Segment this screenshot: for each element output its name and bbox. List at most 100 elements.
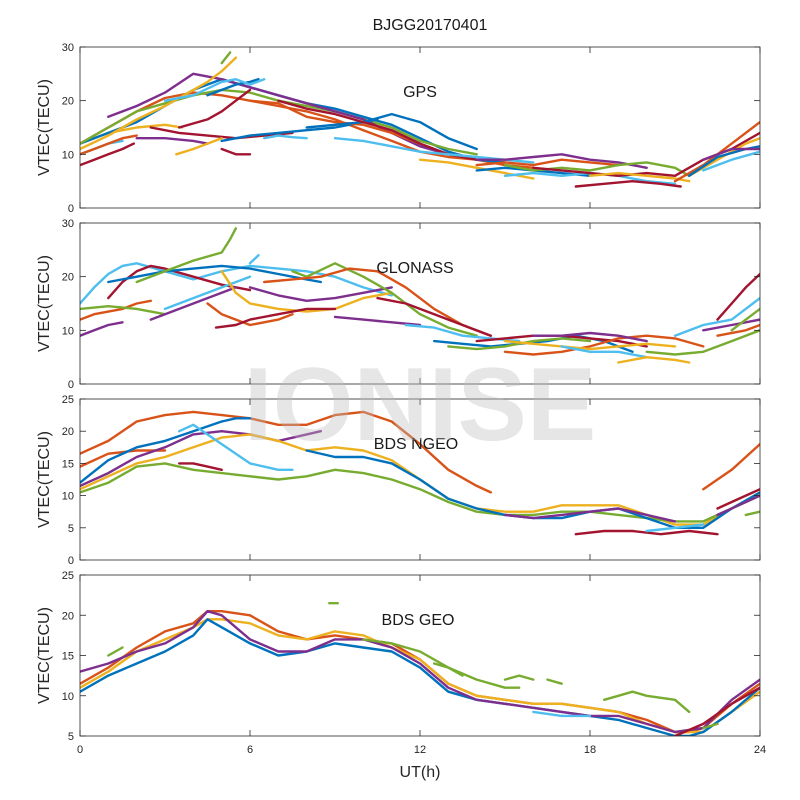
series-line — [206, 78, 260, 97]
series-line — [248, 99, 422, 145]
series-line — [475, 158, 620, 167]
series-line — [645, 523, 705, 533]
panel-label: BDS NGEO — [374, 436, 458, 453]
panel-4: 5 10 15 20 25 0 6 12 18 24 VTEC(TECU) BDS GEO — [36, 570, 766, 756]
series-line — [175, 137, 223, 156]
series-line — [220, 147, 252, 156]
series-line — [702, 318, 760, 332]
y-tick-label: 25 — [62, 570, 74, 582]
series-line — [80, 430, 322, 488]
series-line — [603, 690, 691, 714]
y-tick-label: 15 — [62, 458, 74, 470]
y-tick-label: 15 — [62, 651, 74, 663]
series-line — [80, 417, 252, 484]
y-axis-label: VTEC(TECU) — [36, 79, 53, 176]
y-tick-label: 25 — [62, 394, 74, 406]
series-line — [702, 722, 719, 730]
series-line — [135, 137, 209, 145]
series-line — [433, 662, 464, 677]
plot-area — [80, 575, 760, 736]
y-axis-label: VTEC(TECU) — [36, 607, 53, 704]
series-line — [560, 345, 648, 359]
series-line — [178, 423, 294, 471]
y-tick-label: 10 — [62, 491, 74, 503]
series-line — [716, 323, 760, 337]
series-line — [617, 356, 691, 364]
series-group — [80, 51, 760, 188]
series-line — [220, 51, 232, 65]
panels: 0 10 20 30 VTEC(TECU) GPS 0 10 20 30 VTEC(TECU) GLO… — [36, 42, 766, 756]
series-line — [248, 254, 260, 265]
y-tick-label: 10 — [62, 149, 74, 161]
series-line — [80, 610, 760, 734]
series-line — [376, 296, 492, 337]
series-line — [149, 286, 237, 321]
series-line — [716, 488, 760, 510]
series-line — [574, 180, 682, 188]
series-line — [503, 161, 691, 177]
series-line — [80, 449, 167, 468]
series-group — [80, 602, 760, 736]
y-tick-label: 30 — [62, 42, 74, 54]
y-tick-label: 20 — [62, 96, 74, 108]
x-tick-label: 0 — [77, 744, 83, 756]
series-line — [163, 78, 266, 102]
series-line — [475, 153, 648, 169]
y-tick-label: 5 — [68, 523, 74, 535]
series-line — [107, 264, 322, 284]
series-line — [532, 710, 592, 718]
x-tick-label: 24 — [754, 744, 766, 756]
panel-label: GLONASS — [376, 260, 453, 277]
series-line — [277, 99, 478, 161]
x-tick-label: 6 — [247, 744, 253, 756]
y-tick-label: 10 — [62, 325, 74, 337]
series-line — [80, 618, 760, 736]
panel-label: GPS — [403, 84, 437, 101]
y-tick-label: 20 — [62, 272, 74, 284]
series-line — [178, 88, 252, 129]
series-line — [716, 272, 760, 321]
series-line — [80, 321, 124, 337]
series-line — [80, 142, 135, 167]
series-line — [135, 227, 237, 284]
panel-1: 0 10 20 30 VTEC(TECU) GPS — [36, 42, 761, 215]
y-tick-label: 20 — [62, 426, 74, 438]
series-line — [702, 147, 760, 161]
panel-2: 0 10 20 30 VTEC(TECU) GLONASS — [36, 218, 761, 391]
x-axis-label: UT(h) — [400, 764, 441, 781]
series-group — [80, 227, 760, 364]
series-line — [503, 334, 705, 356]
series-line — [702, 150, 760, 172]
y-tick-label: 10 — [62, 691, 74, 703]
series-line — [702, 442, 760, 491]
series-line — [248, 286, 393, 302]
y-axis-label: VTEC(TECU) — [36, 431, 53, 528]
series-line — [688, 145, 760, 177]
panel-label: BDS GEO — [382, 612, 455, 629]
x-tick-label: 18 — [584, 744, 596, 756]
y-tick-label: 0 — [68, 379, 74, 391]
series-line — [220, 112, 478, 151]
series-line — [532, 331, 648, 343]
series-line — [716, 494, 760, 517]
series-line — [80, 299, 152, 321]
series-line — [163, 275, 252, 311]
series-line — [305, 118, 379, 129]
series-line — [107, 646, 124, 657]
series-line — [333, 315, 422, 327]
series-line — [80, 134, 138, 156]
series-line — [80, 91, 535, 169]
series-line — [291, 262, 478, 337]
series-line — [546, 678, 563, 685]
series-line — [107, 264, 252, 300]
series-line — [503, 674, 535, 681]
series-line — [730, 307, 760, 332]
series-line — [645, 329, 760, 356]
y-axis-label: VTEC(TECU) — [36, 255, 53, 352]
series-line — [673, 686, 760, 736]
series-line — [214, 307, 337, 329]
chart-title: BJGG20170401 — [373, 17, 488, 34]
y-tick-label: 5 — [68, 731, 74, 743]
x-tick-label: 12 — [414, 744, 426, 756]
